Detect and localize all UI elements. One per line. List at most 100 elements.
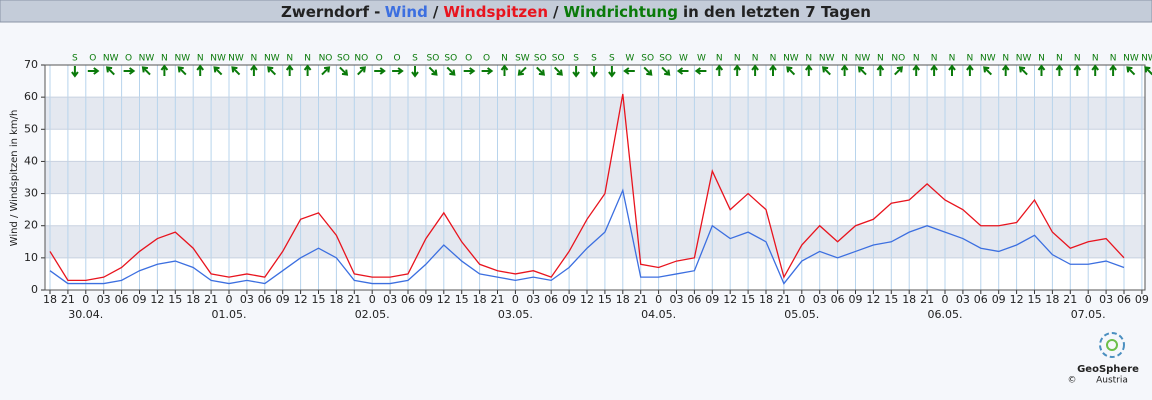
x-tick-label: 21 <box>491 293 505 306</box>
wind-direction-arrow <box>733 64 742 76</box>
x-tick-label: 0 <box>655 293 662 306</box>
title-direction: Windrichtung <box>564 3 678 21</box>
x-tick-label: 09 <box>849 293 863 306</box>
date-label: 06.05. <box>928 308 963 321</box>
wind-direction-label: N <box>1092 54 1099 64</box>
wind-direction-label: SO <box>427 54 440 64</box>
wind-direction-label: SW <box>515 54 530 64</box>
x-tick-label: 18 <box>616 293 630 306</box>
wind-direction-label: N <box>1056 54 1063 64</box>
wind-direction-arrow <box>948 64 956 76</box>
title-bar <box>0 0 1152 23</box>
wind-direction-label: N <box>949 54 956 64</box>
x-tick-label: 15 <box>1028 293 1042 306</box>
wind-direction-arrow <box>231 66 241 76</box>
wind-direction-label: S <box>72 54 78 64</box>
wind-direction-label: N <box>251 54 258 64</box>
logo: GeoSphere Austria © <box>1068 332 1139 386</box>
x-tick-label: 0 <box>798 293 805 306</box>
wind-direction-label: O <box>483 54 490 64</box>
logo-icon <box>1106 339 1118 351</box>
x-tick-label: 03 <box>1099 293 1113 306</box>
wind-direction-label: N <box>1038 54 1045 64</box>
x-tick-label: 15 <box>741 293 755 306</box>
chart-title: Zwerndorf - Wind / Windspitzen / Windrichtung… <box>281 3 871 21</box>
wind-direction-label: N <box>931 54 938 64</box>
y-tick-label: 40 <box>24 154 38 167</box>
x-tick-label: 15 <box>312 293 326 306</box>
wind-direction-label: N <box>1002 54 1009 64</box>
wind-direction-label: NW <box>103 54 119 64</box>
x-tick-label: 06 <box>687 293 701 306</box>
x-tick-label: 18 <box>902 293 916 306</box>
x-tick-label: 21 <box>1063 293 1077 306</box>
plot-frame <box>44 64 1146 291</box>
wind-direction-arrow <box>840 64 849 76</box>
wind-direction-label: NW <box>1141 54 1152 64</box>
x-tick-label: 18 <box>329 293 343 306</box>
wind-direction-label: NW <box>210 54 226 64</box>
x-tick-label: 09 <box>133 293 147 306</box>
wind-direction-label: S <box>412 54 418 64</box>
wind-direction-arrow <box>339 66 349 76</box>
wind-direction-arrow <box>608 66 616 78</box>
x-tick-label: 18 <box>473 293 487 306</box>
wind-direction-label: N <box>877 54 884 64</box>
wind-direction-arrow <box>177 66 187 76</box>
x-tick-label: 12 <box>723 293 737 306</box>
wind-direction-label: N <box>967 54 974 64</box>
wind-direction-arrow <box>676 67 689 75</box>
wind-direction-arrow <box>303 64 312 76</box>
date-label: 05.05. <box>784 308 819 321</box>
wind-direction-arrow <box>1073 64 1082 76</box>
x-tick-label: 03 <box>526 293 540 306</box>
x-tick-label: 09 <box>1135 293 1149 306</box>
x-tick-label: 06 <box>115 293 129 306</box>
wind-direction-label: N <box>161 54 168 64</box>
x-tick-label: 21 <box>61 293 75 306</box>
wind-direction-arrow <box>553 66 563 76</box>
logo-icon <box>1099 332 1125 358</box>
x-tick-label: 03 <box>813 293 827 306</box>
grid-band <box>45 161 1145 194</box>
x-tick-label: 21 <box>777 293 791 306</box>
wind-direction-arrow <box>1091 64 1099 76</box>
x-tick-label: 03 <box>240 293 254 306</box>
wind-direction-arrow <box>966 64 974 76</box>
wind-direction-label: S <box>573 54 579 64</box>
title-suffix: in den letzten 7 Tagen <box>683 3 871 21</box>
x-tick-label: 0 <box>942 293 949 306</box>
copyright: © <box>1068 376 1077 386</box>
plot: 18 21 030.04.03 06 09 12 15 18 21 001.05.03 06 09 12… <box>24 54 1152 321</box>
wind-direction-arrow <box>983 66 993 76</box>
title-series: Windspitzen <box>443 3 548 21</box>
wind-direction-arrow <box>1144 66 1152 76</box>
x-tick-label: 09 <box>276 293 290 306</box>
wind-direction-label: O <box>376 54 383 64</box>
x-tick-label: 21 <box>920 293 934 306</box>
wind-direction-arrow <box>1055 64 1064 76</box>
wind-direction-label: N <box>716 54 723 64</box>
wind-direction-label: NW <box>783 54 799 64</box>
x-tick-label: 12 <box>866 293 880 306</box>
wind-direction-label: W <box>697 54 706 64</box>
wind-direction-arrow <box>661 66 671 76</box>
wind-direction-arrow <box>123 67 136 75</box>
wind-direction-label: N <box>752 54 759 64</box>
x-tick-label: 03 <box>97 293 111 306</box>
wind-direction-arrow <box>930 64 938 76</box>
wind-direction-label: SO <box>444 54 457 64</box>
grid-band <box>45 97 1145 130</box>
wind-direction-arrow <box>411 66 419 78</box>
wind-direction-arrow <box>446 66 456 76</box>
x-tick-label: 0 <box>226 293 233 306</box>
wind-direction-arrow <box>857 66 867 76</box>
x-tick-label: 18 <box>759 293 773 306</box>
wind-direction-label: NO <box>354 54 368 64</box>
wind-direction-label: N <box>197 54 204 64</box>
wind-direction-label: SO <box>534 54 547 64</box>
x-tick-label: 12 <box>437 293 451 306</box>
wind-direction-label: O <box>394 54 401 64</box>
wind-direction-arrow <box>357 66 367 76</box>
x-tick-label: 15 <box>168 293 182 306</box>
